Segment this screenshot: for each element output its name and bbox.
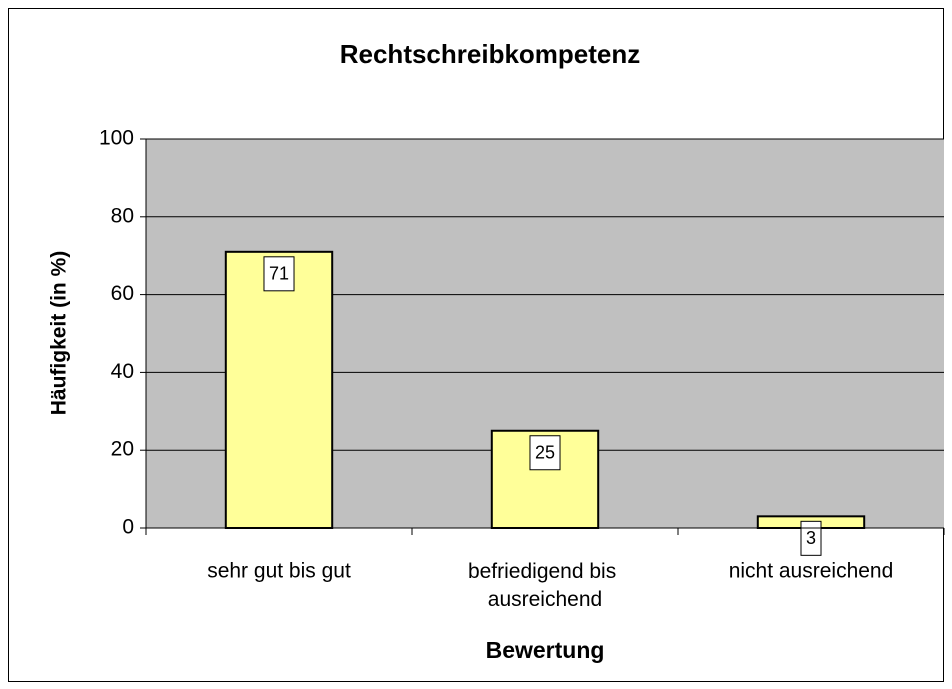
data-label: 3	[806, 528, 816, 548]
data-label-box	[263, 256, 295, 292]
x-tick-label: sehr gut bis gut	[207, 560, 351, 583]
y-tick-label: 0	[122, 516, 134, 539]
x-axis-title: Bewertung	[486, 637, 605, 663]
x-tick-label: befriedigend bis ausreichend	[468, 560, 622, 611]
y-tick-label: 40	[111, 360, 134, 383]
y-tick-label: 20	[111, 438, 134, 461]
chart-title: Rechtschreibkompetenz	[340, 39, 641, 69]
y-tick-label: 80	[111, 204, 134, 227]
x-tick-label: nicht ausreichend	[729, 560, 894, 583]
bar	[224, 250, 334, 529]
data-label: 25	[535, 443, 555, 463]
y-tick-label: 60	[111, 282, 134, 305]
data-label-box	[800, 520, 822, 556]
data-label-box	[529, 435, 561, 471]
y-tick-label: 100	[99, 127, 134, 150]
y-axis-title: Häufigkeit (in %)	[48, 251, 71, 416]
data-label: 71	[269, 264, 289, 284]
